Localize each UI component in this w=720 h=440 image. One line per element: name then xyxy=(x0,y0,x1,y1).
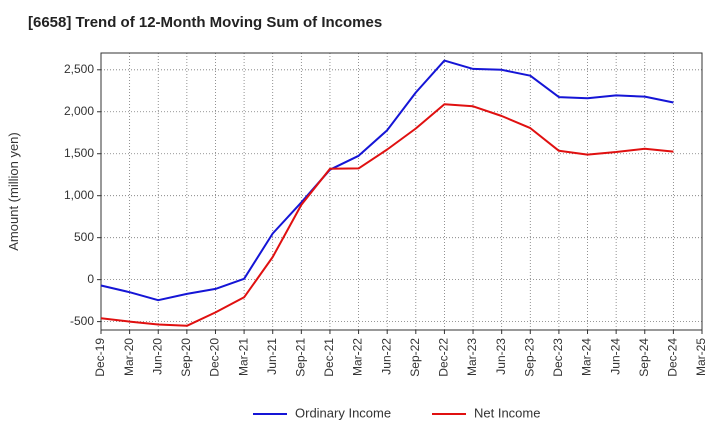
y-tick-label: 500 xyxy=(74,230,94,244)
legend-label: Ordinary Income xyxy=(295,405,391,420)
y-tick-label: -500 xyxy=(70,314,94,328)
x-tick-label: Jun-20 xyxy=(150,338,164,375)
series-line-ordinary-income xyxy=(100,59,674,302)
x-tick-label: Dec-21 xyxy=(322,338,336,377)
x-tick-label: Dec-19 xyxy=(93,338,107,377)
x-tick-label: Mar-20 xyxy=(122,338,136,376)
x-tick-label: Dec-22 xyxy=(437,338,451,377)
y-axis: -500 0 500 1,000 1,500 2,000 2,500 xyxy=(64,62,101,328)
x-tick-label: Mar-24 xyxy=(580,338,594,376)
x-tick-label: Jun-24 xyxy=(608,338,622,375)
plot-frame xyxy=(100,52,703,331)
series-lines xyxy=(100,59,674,327)
legend-label: Net Income xyxy=(474,405,540,420)
x-tick-label: Dec-20 xyxy=(208,338,222,377)
x-tick-label: Jun-22 xyxy=(379,338,393,375)
chart-title: [6658] Trend of 12-Month Moving Sum of I… xyxy=(28,14,383,31)
y-tick-label: 1,500 xyxy=(64,146,94,160)
y-tick-label: 2,000 xyxy=(64,104,94,118)
x-tick-label: Mar-25 xyxy=(694,338,708,376)
x-tick-label: Sep-23 xyxy=(522,338,536,377)
y-tick-label: 2,500 xyxy=(64,62,94,76)
plot-area xyxy=(101,53,702,330)
x-tick-label: Jun-23 xyxy=(494,338,508,375)
y-tick-label: 1,000 xyxy=(64,188,94,202)
x-tick-label: Sep-21 xyxy=(294,338,308,377)
y-tick-label: 0 xyxy=(87,272,94,286)
x-tick-label: Mar-23 xyxy=(465,338,479,376)
x-tick-label: Mar-21 xyxy=(236,338,250,376)
vertical-gridlines xyxy=(129,53,674,330)
x-tick-label: Dec-24 xyxy=(666,338,680,377)
x-tick-label: Mar-22 xyxy=(351,338,365,376)
x-tick-label: Jun-21 xyxy=(265,338,279,375)
y-axis-label: Amount (million yen) xyxy=(6,132,21,251)
legend: Ordinary Income Net Income xyxy=(253,405,540,420)
x-axis: Dec-19 Mar-20 Jun-20 Sep-20 Dec-20 Mar-21 Jun-… xyxy=(93,330,708,377)
x-tick-label: Dec-23 xyxy=(551,338,565,377)
x-tick-label: Sep-20 xyxy=(179,338,193,377)
series-line-net-income xyxy=(100,103,674,327)
x-tick-label: Sep-22 xyxy=(408,338,422,377)
x-tick-label: Sep-24 xyxy=(637,338,651,377)
